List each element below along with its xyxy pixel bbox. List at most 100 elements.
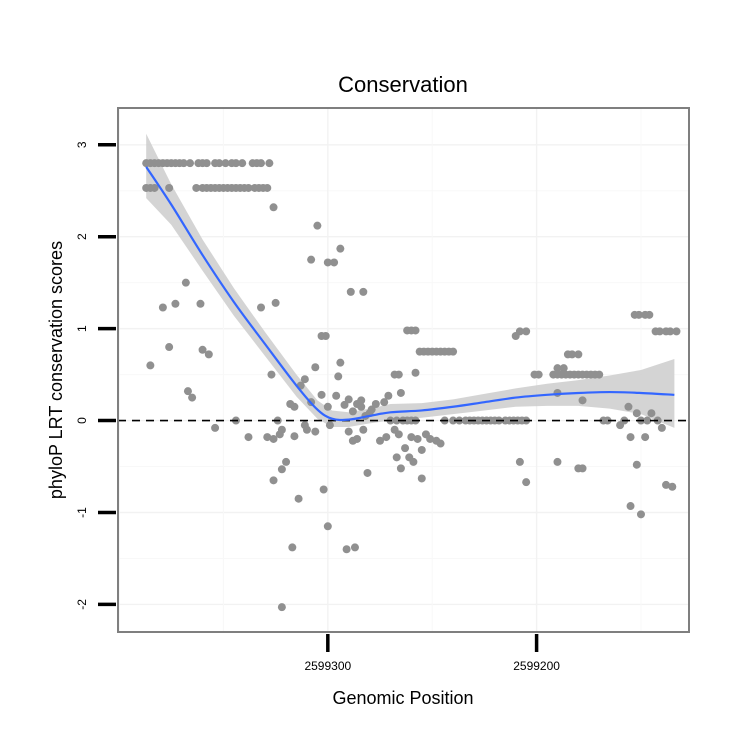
data-point <box>578 396 587 405</box>
data-point <box>294 494 303 503</box>
data-point <box>188 393 197 402</box>
data-point <box>257 159 266 168</box>
data-point <box>336 358 345 367</box>
y-tick-label: 3 <box>75 141 89 148</box>
data-point <box>515 457 524 466</box>
data-point <box>158 303 167 312</box>
data-point <box>363 468 372 477</box>
data-point <box>666 327 675 336</box>
data-point <box>626 433 635 442</box>
data-point <box>616 421 625 430</box>
x-tick-label: 2599300 <box>304 659 351 673</box>
data-point <box>244 183 253 192</box>
data-point <box>204 350 213 359</box>
data-point <box>346 287 355 296</box>
data-point <box>342 545 351 554</box>
x-tick-label: 2599200 <box>513 659 560 673</box>
data-point <box>396 464 405 473</box>
data-point <box>647 409 656 418</box>
data-point <box>186 159 195 168</box>
data-point <box>657 423 666 432</box>
data-point <box>394 430 403 439</box>
data-point <box>146 361 155 370</box>
data-point <box>394 370 403 379</box>
data-point <box>522 327 531 336</box>
data-point <box>672 327 681 336</box>
data-point <box>376 436 385 445</box>
data-point <box>183 387 192 396</box>
data-point <box>392 416 401 425</box>
data-point <box>257 303 266 312</box>
data-point <box>645 310 654 319</box>
data-point <box>522 478 531 487</box>
data-point <box>655 327 664 336</box>
data-point <box>359 287 368 296</box>
data-point <box>367 405 376 414</box>
data-point <box>595 370 604 379</box>
confidence-ribbon <box>146 133 675 428</box>
data-point <box>392 453 401 462</box>
data-point <box>626 502 635 511</box>
y-axis-ticks: -2 -1 0 1 2 3 <box>75 141 116 610</box>
data-point <box>311 427 320 436</box>
data-point <box>336 244 345 253</box>
data-point <box>244 433 253 442</box>
data-point <box>371 400 380 409</box>
data-point <box>340 400 349 409</box>
y-tick-label: 0 <box>75 417 89 424</box>
data-point <box>603 416 612 425</box>
data-point <box>321 331 330 340</box>
data-point <box>271 298 280 307</box>
data-point <box>574 350 583 359</box>
data-point <box>417 474 426 483</box>
x-axis-label: Genomic Position <box>332 688 473 708</box>
data-point <box>325 421 334 430</box>
data-point <box>307 255 316 264</box>
data-point <box>348 407 357 416</box>
data-point <box>357 396 366 405</box>
data-point <box>426 434 435 443</box>
data-point <box>313 221 322 230</box>
data-point <box>515 327 524 336</box>
y-axis-label: phyloP LRT conservation scores <box>46 241 66 499</box>
data-point <box>436 439 445 448</box>
data-point <box>634 310 643 319</box>
data-point <box>534 370 543 379</box>
data-point <box>344 395 353 404</box>
data-point <box>269 203 278 212</box>
data-point <box>334 372 343 381</box>
data-point <box>202 159 211 168</box>
y-tick-label: -1 <box>75 507 89 518</box>
data-point <box>267 370 276 379</box>
data-point <box>215 159 224 168</box>
data-point <box>332 391 341 400</box>
data-point <box>344 427 353 436</box>
data-point <box>288 543 297 552</box>
data-point <box>323 522 332 531</box>
data-point <box>317 390 326 399</box>
data-point <box>636 510 645 519</box>
data-point <box>323 258 332 267</box>
data-point <box>150 183 159 192</box>
data-point <box>302 425 311 434</box>
data-point <box>165 183 174 192</box>
data-point <box>578 464 587 473</box>
data-point <box>179 159 188 168</box>
data-point <box>165 343 174 352</box>
data-point <box>350 543 359 552</box>
data-point <box>198 345 207 354</box>
data-point <box>380 398 389 407</box>
data-point <box>286 400 295 409</box>
data-point <box>417 445 426 454</box>
data-point <box>269 476 278 485</box>
data-point <box>231 159 240 168</box>
data-point <box>290 432 299 441</box>
data-point <box>411 326 420 335</box>
data-points <box>142 159 681 612</box>
data-point <box>559 364 568 373</box>
data-point <box>277 425 286 434</box>
data-point <box>181 278 190 287</box>
data-point <box>277 603 286 612</box>
data-point <box>568 350 577 359</box>
